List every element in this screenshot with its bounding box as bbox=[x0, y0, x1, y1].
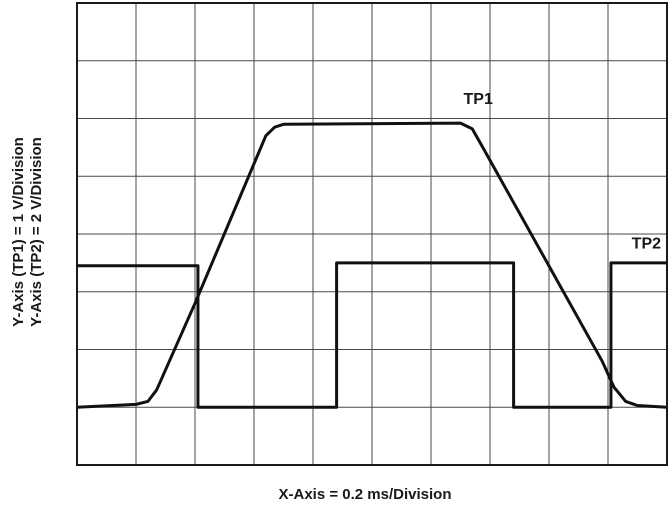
series-label-tp1: TP1 bbox=[464, 91, 493, 108]
y-axis-label-tp1: Y-Axis (TP1) = 1 V/Division bbox=[10, 137, 27, 327]
plot-frame bbox=[76, 2, 668, 466]
x-axis-label: X-Axis = 0.2 ms/Division bbox=[279, 486, 452, 503]
trace-tp2 bbox=[77, 261, 667, 409]
series-labels: TP1 TP2 bbox=[464, 91, 662, 252]
trace-tp1 bbox=[76, 121, 668, 409]
y-axis-label-tp2: Y-Axis (TP2) = 2 V/Division bbox=[28, 137, 45, 327]
series-label-tp2: TP2 bbox=[632, 235, 661, 252]
traces bbox=[76, 121, 668, 409]
grid bbox=[77, 3, 667, 465]
